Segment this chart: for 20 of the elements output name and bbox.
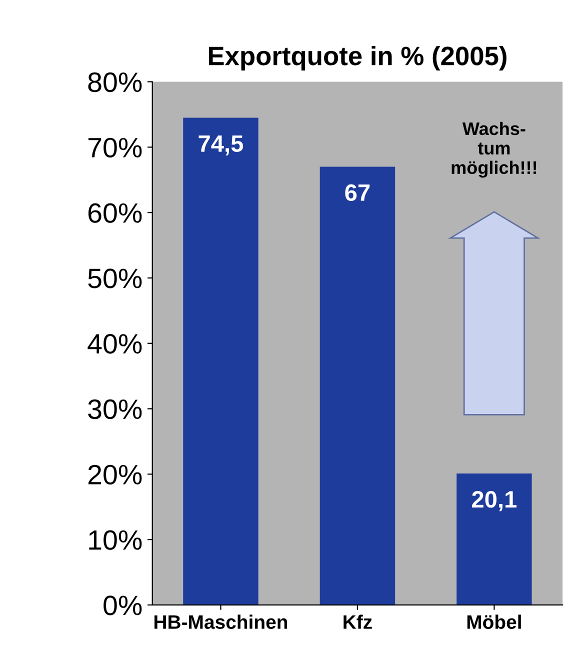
chart-title: Exportquote in % (2005): [208, 46, 506, 71]
x-tick-label: HB-Maschinen: [154, 614, 288, 629]
y-tick-label: 10%: [89, 530, 142, 550]
x-tick-label: Kfz: [344, 614, 372, 629]
bar: [320, 166, 396, 605]
y-tick-label: 0%: [104, 596, 142, 616]
annotation: Wachs- tum möglich!!!: [452, 122, 536, 178]
data-label: 20,1: [472, 491, 517, 512]
bar: [456, 473, 532, 605]
bar: [183, 118, 258, 605]
y-tick-label: 70%: [88, 138, 142, 158]
y-tick-label: 80%: [88, 72, 142, 92]
y-tick-label: 60%: [88, 203, 142, 223]
y-tick-label: 20%: [88, 464, 142, 484]
y-tick-label: 30%: [88, 399, 142, 420]
data-label: 74,5: [198, 135, 244, 156]
y-tick-label: 50%: [88, 268, 142, 288]
data-label: 67: [345, 184, 370, 201]
y-tick-label: 40%: [88, 334, 142, 354]
x-tick-label: Möbel: [467, 614, 521, 629]
